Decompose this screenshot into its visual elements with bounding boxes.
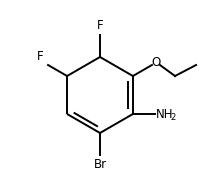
Text: NH: NH [156, 107, 173, 121]
Text: 2: 2 [171, 113, 176, 121]
Text: F: F [36, 50, 43, 63]
Text: O: O [151, 56, 161, 70]
Text: F: F [97, 19, 103, 32]
Text: Br: Br [94, 158, 107, 171]
